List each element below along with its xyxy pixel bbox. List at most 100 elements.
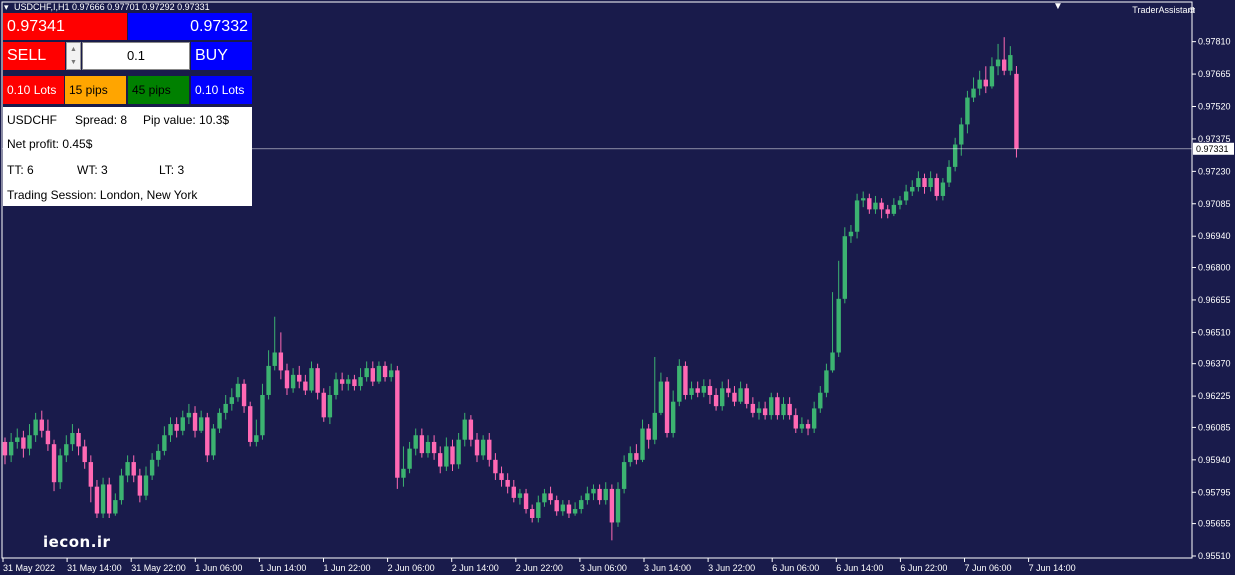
info-pip-value: Pip value: 10.3$	[143, 113, 230, 127]
candle-body	[57, 455, 63, 483]
candle-body	[468, 419, 474, 440]
candle-body	[100, 484, 106, 514]
price-tick-label: 0.96085	[1198, 422, 1231, 432]
candle-body	[634, 453, 639, 460]
lot-stepper[interactable]: ▲ ▼	[66, 42, 81, 70]
candle-body	[186, 412, 192, 418]
candle-body	[720, 388, 725, 407]
candle-body	[683, 365, 688, 395]
time-tick-label: 1 Jun 22:00	[324, 563, 371, 573]
lot-size-input[interactable]: 0.1	[82, 42, 190, 70]
candle-body	[94, 486, 100, 514]
candle-body	[536, 502, 541, 518]
price-tick-label: 0.96370	[1198, 359, 1231, 369]
candle-body	[805, 424, 811, 429]
time-tick-label: 7 Jun 06:00	[965, 563, 1012, 573]
time-tick-label: 7 Jun 14:00	[1029, 563, 1076, 573]
candle-body	[235, 383, 241, 398]
candle-body	[762, 408, 768, 416]
candle-body	[125, 462, 130, 476]
candle-body	[376, 365, 382, 382]
candle-body	[107, 484, 112, 514]
candle-body	[548, 493, 553, 501]
candle-body	[517, 493, 523, 498]
candle-body	[916, 178, 921, 188]
candle-body	[597, 488, 602, 501]
candle-body	[995, 59, 1001, 67]
shift-marker-icon[interactable]: ▼	[1053, 1, 1063, 12]
candle-body	[425, 441, 431, 454]
candle-body	[260, 394, 265, 436]
price-tick-label: 0.96510	[1198, 327, 1231, 337]
time-tick-label: 2 Jun 06:00	[388, 563, 435, 573]
time-tick-label: 3 Jun 14:00	[644, 563, 691, 573]
candle-body	[346, 379, 351, 384]
candle-body	[836, 298, 841, 353]
candle-body	[579, 500, 584, 510]
candle-body	[787, 403, 792, 416]
candle-body	[897, 200, 903, 205]
stepper-up-icon[interactable]: ▲	[70, 46, 77, 53]
symbol-ohlc: USDCHF,I,H1 0.97666 0.97701 0.97292 0.97…	[14, 2, 210, 12]
candle-body	[952, 144, 958, 167]
sell-button[interactable]: SELL	[3, 42, 65, 70]
info-lt: LT: 3	[159, 163, 185, 177]
candle-body	[873, 202, 878, 210]
buy-button[interactable]: BUY	[191, 42, 252, 70]
stop-loss-pips-button[interactable]: 15 pips	[65, 76, 126, 104]
time-tick-label: 2 Jun 14:00	[452, 563, 499, 573]
candle-body	[284, 370, 290, 389]
price-tick-label: 0.96800	[1198, 263, 1231, 273]
candle-body	[922, 178, 927, 188]
candle-body	[297, 374, 302, 382]
candle-body	[137, 475, 143, 496]
candle-body	[45, 430, 51, 445]
buy-lots-button[interactable]: 0.10 Lots	[191, 76, 252, 104]
candle-body	[309, 368, 314, 391]
candle-body	[205, 417, 210, 456]
candle-body	[511, 486, 516, 498]
candle-body	[401, 468, 406, 478]
take-profit-pips-button[interactable]: 45 pips	[128, 76, 189, 104]
time-tick-label: 31 May 2022	[3, 563, 55, 573]
candle-body	[689, 388, 694, 395]
candle-body	[824, 370, 829, 393]
candle-body	[198, 417, 204, 431]
candle-body	[395, 370, 400, 478]
candle-body	[560, 504, 566, 512]
candle-body	[474, 439, 480, 456]
candle-body	[33, 419, 38, 436]
candle-body	[640, 428, 645, 460]
candle-body	[885, 209, 890, 214]
sell-lots-button[interactable]: 0.10 Lots	[3, 76, 64, 104]
info-symbol: USDCHF	[7, 113, 57, 127]
candle-body	[744, 388, 749, 404]
candle-body	[554, 500, 559, 512]
ask-price: 0.97332	[128, 13, 252, 40]
stepper-down-icon[interactable]: ▼	[70, 59, 77, 66]
candle-body	[707, 386, 713, 395]
candle-body	[211, 428, 216, 456]
candle-body	[799, 424, 805, 429]
candle-body	[27, 435, 32, 449]
dropdown-triangle-icon[interactable]: ▾	[4, 2, 9, 12]
candle-body	[278, 352, 284, 371]
candle-body	[254, 435, 259, 442]
candle-body	[456, 439, 461, 465]
time-axis: 31 May 2022 31 May 14:00 31 May 22:00 1 Jun…	[2, 558, 1076, 573]
candle-body	[830, 352, 835, 371]
time-tick-label: 6 Jun 22:00	[900, 563, 947, 573]
candle-body	[168, 424, 173, 436]
candle-body	[603, 488, 608, 501]
candle-body	[162, 435, 167, 451]
candle-body	[664, 381, 670, 434]
candle-body	[382, 365, 388, 378]
info-spread: Spread: 8	[75, 113, 128, 127]
price-tick-label: 0.97665	[1198, 69, 1231, 79]
candle-body	[223, 403, 228, 413]
candle-body	[419, 435, 425, 454]
candle-body	[450, 446, 455, 465]
candle-body	[431, 441, 437, 454]
candle-body	[290, 374, 296, 389]
